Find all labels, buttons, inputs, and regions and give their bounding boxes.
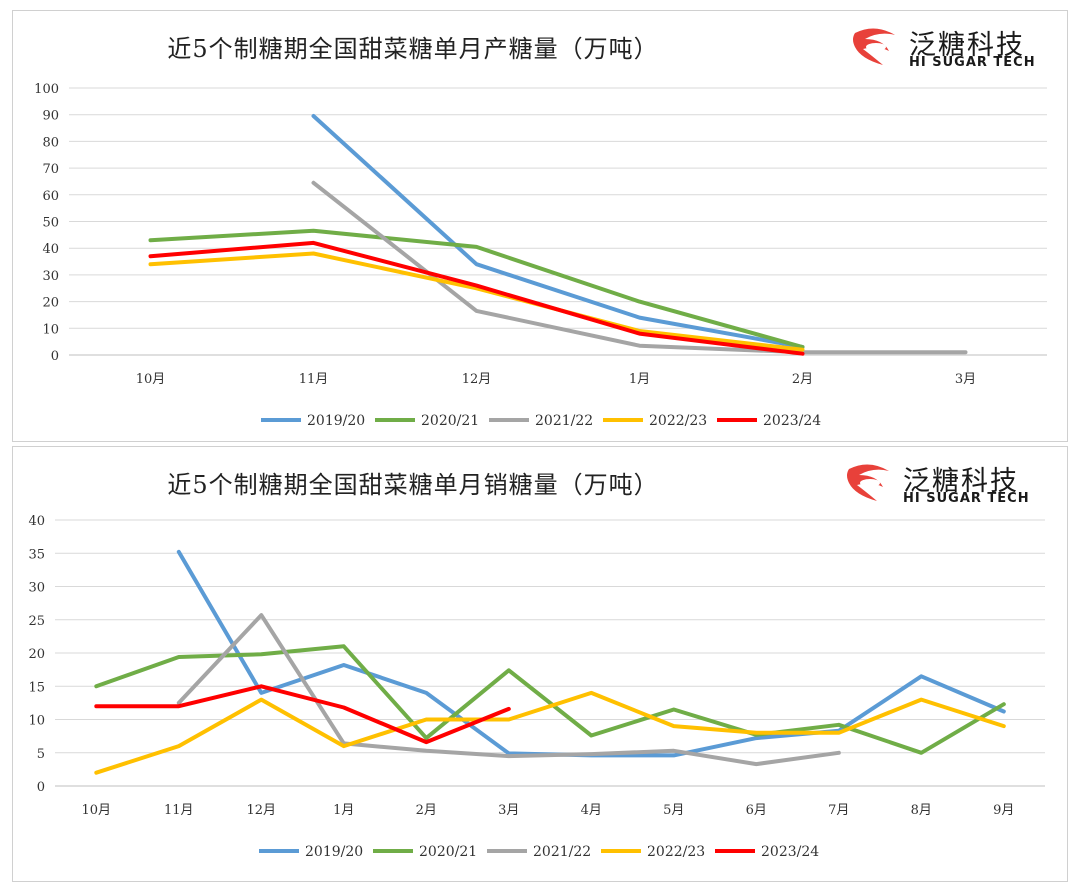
series-line <box>94 684 511 745</box>
y-tick-label: 25 <box>28 614 45 629</box>
series-2020/21 <box>148 228 805 349</box>
legend-item: 2023/24 <box>715 844 819 860</box>
x-tick-label: 10月 <box>81 803 111 818</box>
series-line <box>148 251 805 352</box>
legend-item: 2019/20 <box>261 413 365 429</box>
logo-subtitle: HI SUGAR TECH <box>909 55 1036 70</box>
legend-label: 2021/22 <box>535 413 593 429</box>
y-tick-label: 35 <box>28 547 45 562</box>
logo-name: 泛糖科技 <box>903 466 1019 497</box>
y-tick-label: 20 <box>42 296 59 311</box>
series-line <box>94 690 1006 775</box>
legend-item: 2022/23 <box>601 844 705 860</box>
chart-title: 近5个制糖期全国甜菜糖单月产糖量（万吨） <box>167 35 659 63</box>
y-tick-label: 80 <box>42 135 59 150</box>
series-2020/21 <box>94 644 1006 755</box>
legend-item: 2019/20 <box>259 844 363 860</box>
x-tick-label: 8月 <box>911 803 932 818</box>
sales-chart-panel: 近5个制糖期全国甜菜糖单月销糖量（万吨） 泛糖科技 HI SUGAR TECH … <box>12 446 1068 882</box>
x-tick-label: 2月 <box>416 803 437 818</box>
x-tick-label: 3月 <box>955 372 976 387</box>
production-line-chart: 0 10 20 30 40 50 60 70 80 90 100 10月 11月 12月 1月 2月 3月 201… <box>34 82 1047 429</box>
series-2023/24 <box>148 240 805 356</box>
legend-item: 2023/24 <box>717 413 821 429</box>
x-tick-label: 11月 <box>164 803 194 818</box>
logo-mark-icon <box>853 28 895 66</box>
y-tick-label: 100 <box>34 82 59 97</box>
legend-label: 2023/24 <box>761 844 819 860</box>
series-2021/22 <box>311 180 968 355</box>
y-tick-label: 50 <box>42 216 59 231</box>
y-tick-label: 40 <box>42 242 59 257</box>
y-tick-label: 20 <box>28 647 45 662</box>
series-line <box>311 180 968 355</box>
series-line <box>148 240 805 356</box>
x-tick-label: 12月 <box>462 372 492 387</box>
y-tick-label: 0 <box>51 349 59 364</box>
series-2023/24 <box>94 684 511 745</box>
series-line <box>176 613 841 767</box>
brand-logo: 泛糖科技 HI SUGAR TECH <box>849 23 1069 73</box>
y-tick-label: 10 <box>42 322 59 337</box>
legend-item: 2020/21 <box>373 844 477 860</box>
legend-label: 2022/23 <box>649 413 707 429</box>
legend-label: 2021/22 <box>533 844 591 860</box>
x-tick-label: 10月 <box>136 372 166 387</box>
x-tick-label: 1月 <box>629 372 650 387</box>
series-2019/20 <box>311 114 805 349</box>
x-tick-label: 12月 <box>246 803 276 818</box>
x-tick-label: 4月 <box>581 803 602 818</box>
y-tick-label: 10 <box>28 714 45 729</box>
x-tick-label: 6月 <box>746 803 767 818</box>
y-tick-label: 15 <box>28 680 45 695</box>
y-tick-label: 5 <box>37 747 45 762</box>
x-tick-label: 1月 <box>333 803 354 818</box>
y-tick-label: 40 <box>28 514 45 529</box>
y-tick-label: 70 <box>42 162 59 177</box>
series-line <box>94 644 1006 755</box>
x-tick-label: 9月 <box>993 803 1014 818</box>
legend-label: 2022/23 <box>647 844 705 860</box>
series-line <box>311 114 805 349</box>
logo-mark-icon <box>847 464 889 501</box>
legend: 2019/20 2020/21 2021/22 2022/23 2023/24 <box>261 413 821 429</box>
legend-label: 2020/21 <box>421 413 479 429</box>
legend-item: 2020/21 <box>375 413 479 429</box>
logo-name: 泛糖科技 <box>909 30 1025 61</box>
logo-subtitle: HI SUGAR TECH <box>903 491 1030 506</box>
legend-label: 2023/24 <box>763 413 821 429</box>
legend-label: 2019/20 <box>305 844 363 860</box>
chart-title: 近5个制糖期全国甜菜糖单月销糖量（万吨） <box>167 471 659 499</box>
series-2022/23 <box>94 690 1006 775</box>
legend-item: 2021/22 <box>489 413 593 429</box>
production-chart-panel: 近5个制糖期全国甜菜糖单月产糖量（万吨） 泛糖科技 HI SUGAR TECH … <box>12 10 1068 442</box>
y-tick-label: 90 <box>42 109 59 124</box>
x-tick-label: 5月 <box>663 803 684 818</box>
series-2022/23 <box>148 251 805 352</box>
brand-logo: 泛糖科技 HI SUGAR TECH <box>843 459 1063 509</box>
x-tick-label: 3月 <box>498 803 519 818</box>
sales-line-chart: 0 5 10 15 20 25 30 35 40 10月 11月 12月 1月 2月 3月 4月 5月 6月 7月 8… <box>28 514 1045 860</box>
y-tick-label: 30 <box>28 581 45 596</box>
x-tick-label: 7月 <box>828 803 849 818</box>
legend-label: 2019/20 <box>307 413 365 429</box>
y-tick-label: 30 <box>42 269 59 284</box>
series-line <box>148 228 805 349</box>
legend-label: 2020/21 <box>419 844 477 860</box>
legend-item: 2022/23 <box>603 413 707 429</box>
y-tick-label: 0 <box>37 780 45 795</box>
y-tick-label: 60 <box>42 189 59 204</box>
gridlines <box>69 87 1047 356</box>
legend-item: 2021/22 <box>487 844 591 860</box>
x-tick-label: 2月 <box>792 372 813 387</box>
gridlines <box>55 519 1045 787</box>
legend: 2019/20 2020/21 2021/22 2022/23 2023/24 <box>259 844 819 860</box>
series-2021/22 <box>176 613 841 767</box>
x-tick-label: 11月 <box>299 372 329 387</box>
